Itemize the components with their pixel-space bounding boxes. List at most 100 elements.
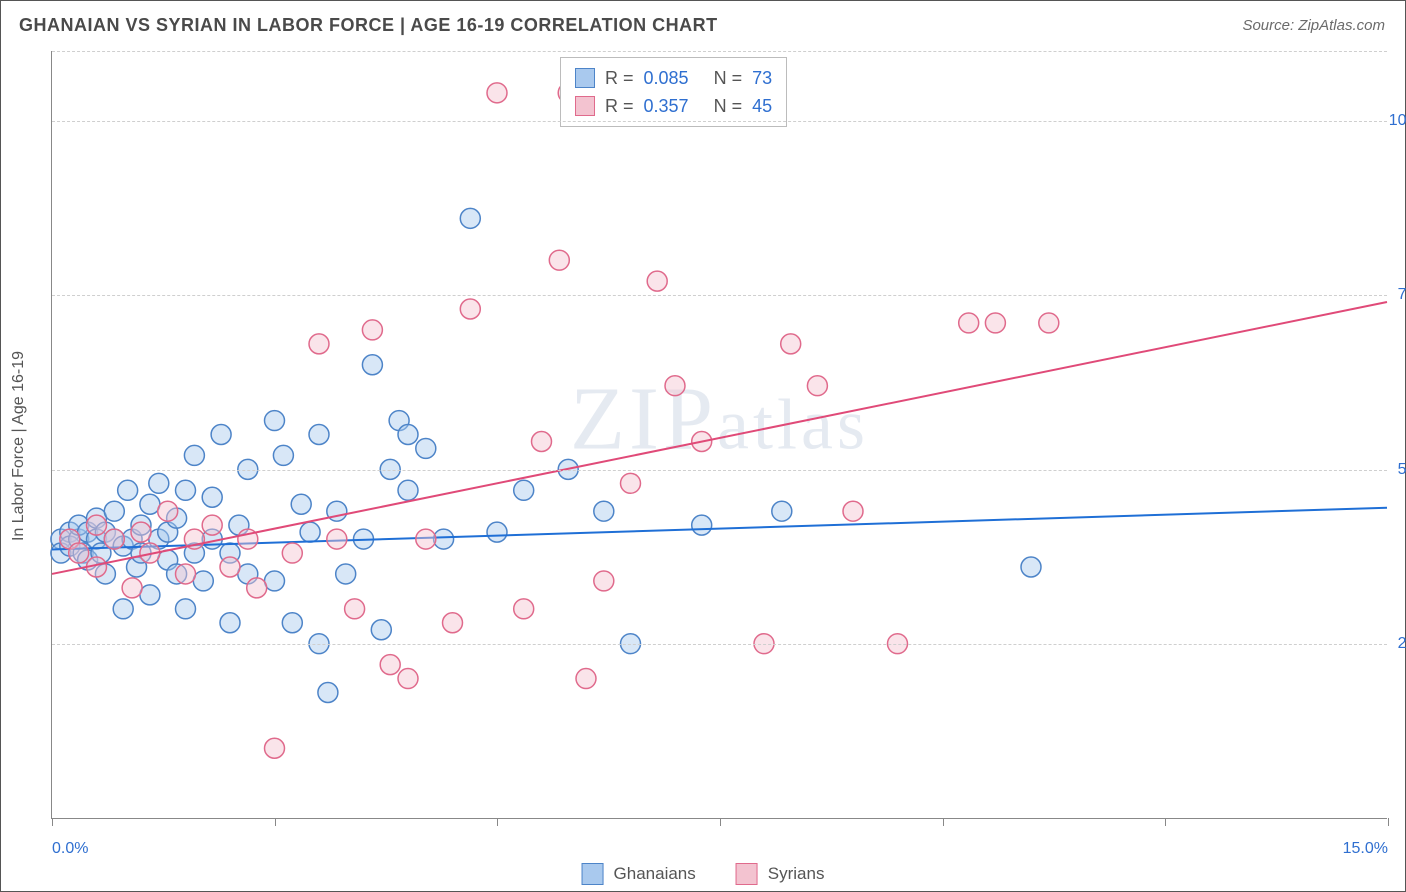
scatter-point-syrians <box>282 543 302 563</box>
stats-R-label: R = <box>605 64 634 92</box>
swatch-ghanaians-icon <box>575 68 595 88</box>
x-tick <box>52 818 53 826</box>
scatter-point-syrians <box>807 376 827 396</box>
trend-line-syrians <box>52 302 1387 574</box>
scatter-point-ghanaians <box>113 599 133 619</box>
y-tick-label: 100.0% <box>1383 112 1406 130</box>
scatter-point-syrians <box>158 501 178 521</box>
scatter-point-syrians <box>416 529 436 549</box>
scatter-point-syrians <box>104 529 124 549</box>
x-tick <box>497 818 498 826</box>
x-tick <box>1165 818 1166 826</box>
scatter-point-syrians <box>1039 313 1059 333</box>
scatter-point-syrians <box>398 669 418 689</box>
x-tick <box>943 818 944 826</box>
swatch-syrians-icon <box>575 96 595 116</box>
scatter-point-ghanaians <box>594 501 614 521</box>
x-tick-label: 15.0% <box>1343 840 1388 858</box>
stats-R-ghanaians: 0.085 <box>644 64 689 92</box>
gridline <box>52 51 1387 52</box>
scatter-point-syrians <box>345 599 365 619</box>
scatter-point-syrians <box>87 515 107 535</box>
scatter-point-syrians <box>69 543 89 563</box>
legend-item-syrians: Syrians <box>736 863 825 885</box>
stats-R-label-2: R = <box>605 92 634 120</box>
scatter-point-syrians <box>843 501 863 521</box>
scatter-point-syrians <box>309 334 329 354</box>
plot-area: ZIPatlas R = 0.085 N = 73 R = 0.357 N = … <box>51 51 1387 819</box>
gridline <box>52 295 1387 296</box>
y-tick-label: 25.0% <box>1383 635 1406 653</box>
scatter-point-ghanaians <box>514 480 534 500</box>
scatter-point-ghanaians <box>398 480 418 500</box>
legend-swatch-ghanaians-icon <box>582 863 604 885</box>
scatter-point-ghanaians <box>318 683 338 703</box>
scatter-point-syrians <box>532 431 552 451</box>
scatter-point-syrians <box>985 313 1005 333</box>
scatter-point-ghanaians <box>460 208 480 228</box>
scatter-point-ghanaians <box>309 425 329 445</box>
stats-N-label-2: N = <box>714 92 743 120</box>
scatter-svg <box>52 51 1387 818</box>
scatter-point-ghanaians <box>176 599 196 619</box>
gridline <box>52 470 1387 471</box>
scatter-point-ghanaians <box>487 522 507 542</box>
legend-label-ghanaians: Ghanaians <box>614 864 696 884</box>
y-tick-label: 75.0% <box>1383 286 1406 304</box>
y-tick-label: 50.0% <box>1383 461 1406 479</box>
scatter-point-ghanaians <box>184 445 204 465</box>
scatter-point-syrians <box>327 529 347 549</box>
stats-N-syrians: 45 <box>752 92 772 120</box>
scatter-point-syrians <box>265 738 285 758</box>
legend-item-ghanaians: Ghanaians <box>582 863 696 885</box>
scatter-point-syrians <box>487 83 507 103</box>
chart-title: GHANAIAN VS SYRIAN IN LABOR FORCE | AGE … <box>19 15 718 36</box>
scatter-point-ghanaians <box>336 564 356 584</box>
scatter-point-ghanaians <box>300 522 320 542</box>
scatter-point-ghanaians <box>1021 557 1041 577</box>
legend-swatch-syrians-icon <box>736 863 758 885</box>
scatter-point-syrians <box>576 669 596 689</box>
scatter-point-syrians <box>380 655 400 675</box>
scatter-point-syrians <box>220 557 240 577</box>
scatter-point-ghanaians <box>176 480 196 500</box>
scatter-point-ghanaians <box>398 425 418 445</box>
scatter-point-syrians <box>362 320 382 340</box>
scatter-point-ghanaians <box>265 571 285 591</box>
stats-row-syrians: R = 0.357 N = 45 <box>575 92 772 120</box>
scatter-point-syrians <box>176 564 196 584</box>
stats-R-syrians: 0.357 <box>644 92 689 120</box>
scatter-point-syrians <box>621 473 641 493</box>
x-tick <box>1388 818 1389 826</box>
stats-N-label: N = <box>714 64 743 92</box>
scatter-point-ghanaians <box>434 529 454 549</box>
y-axis-title: In Labor Force | Age 16-19 <box>10 351 28 541</box>
stats-legend-box: R = 0.085 N = 73 R = 0.357 N = 45 <box>560 57 787 127</box>
scatter-point-ghanaians <box>416 438 436 458</box>
scatter-point-syrians <box>247 578 267 598</box>
scatter-point-ghanaians <box>118 480 138 500</box>
scatter-point-syrians <box>202 515 222 535</box>
scatter-point-ghanaians <box>265 411 285 431</box>
scatter-point-syrians <box>514 599 534 619</box>
scatter-point-ghanaians <box>193 571 213 591</box>
scatter-point-ghanaians <box>291 494 311 514</box>
x-tick <box>720 818 721 826</box>
scatter-point-syrians <box>594 571 614 591</box>
scatter-point-syrians <box>781 334 801 354</box>
scatter-point-ghanaians <box>211 425 231 445</box>
scatter-point-ghanaians <box>371 620 391 640</box>
scatter-point-syrians <box>665 376 685 396</box>
scatter-point-ghanaians <box>362 355 382 375</box>
gridline <box>52 644 1387 645</box>
scatter-point-ghanaians <box>149 473 169 493</box>
gridline <box>52 121 1387 122</box>
scatter-point-syrians <box>460 299 480 319</box>
scatter-point-ghanaians <box>140 585 160 605</box>
scatter-point-ghanaians <box>202 487 222 507</box>
scatter-point-syrians <box>647 271 667 291</box>
scatter-point-ghanaians <box>692 515 712 535</box>
legend-label-syrians: Syrians <box>768 864 825 884</box>
scatter-point-syrians <box>131 522 151 542</box>
scatter-point-syrians <box>549 250 569 270</box>
